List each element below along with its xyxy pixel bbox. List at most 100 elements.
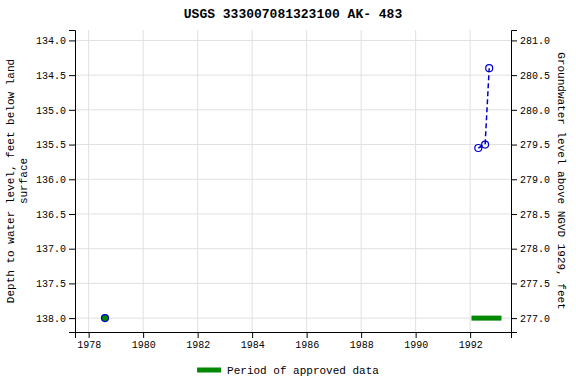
- tick: 280.5: [511, 71, 550, 82]
- tick-mark: [511, 179, 517, 180]
- tick-label: 1988: [350, 340, 374, 351]
- tick-mark: [143, 332, 144, 338]
- tick-label: 138.0: [36, 314, 66, 325]
- chart: 19781980198219841986198819901992134.0134…: [0, 0, 576, 384]
- grid-line: [75, 144, 511, 145]
- series-line: [478, 68, 489, 148]
- tick: 1984: [241, 332, 265, 351]
- tick-label: 277.5: [520, 279, 550, 290]
- tick: 135.5: [36, 140, 75, 151]
- legend: Period of approved data: [197, 365, 379, 377]
- tick-mark: [69, 249, 75, 250]
- axis-line: [69, 31, 76, 333]
- tick-label: 277.0: [520, 314, 550, 325]
- tick: 137.5: [36, 279, 75, 290]
- legend-swatch: [197, 368, 221, 373]
- grid-line: [75, 248, 511, 249]
- tick-mark: [470, 332, 471, 338]
- tick: 136.0: [36, 175, 75, 186]
- grid: [75, 30, 511, 332]
- plot: 19781980198219841986198819901992134.0134…: [36, 30, 550, 351]
- tick-mark: [511, 145, 517, 146]
- tick: 277.0: [511, 314, 550, 325]
- tick: 1982: [186, 332, 210, 351]
- legend-label: Period of approved data: [227, 365, 379, 377]
- axis-line: [76, 333, 512, 339]
- grid-line: [75, 179, 511, 180]
- tick-label: 1980: [132, 340, 156, 351]
- tick-label: 280.0: [520, 106, 550, 117]
- tick: 1992: [459, 332, 483, 351]
- tick-label: 134.5: [36, 71, 66, 82]
- tick: 278.5: [511, 210, 550, 221]
- tick-label: 1986: [295, 340, 319, 351]
- tick: 1986: [295, 332, 319, 351]
- tick-mark: [69, 110, 75, 111]
- point: [101, 315, 108, 322]
- point: [486, 65, 493, 72]
- tick: 138.0: [36, 314, 75, 325]
- tick: 1990: [404, 332, 428, 351]
- tick-mark: [511, 40, 517, 41]
- tick-mark: [198, 332, 199, 338]
- y-axis-title: Depth to water level, feet below landsur…: [5, 59, 30, 303]
- tick-mark: [511, 249, 517, 250]
- tick-label: 136.5: [36, 210, 66, 221]
- tick-label: 281.0: [520, 36, 550, 47]
- grid-line: [75, 318, 511, 319]
- tick: 1980: [132, 332, 156, 351]
- tick-label: 137.5: [36, 279, 66, 290]
- tick-label: 137.0: [36, 244, 66, 255]
- marks: [101, 65, 501, 322]
- tick-mark: [511, 214, 517, 215]
- tick-label: 135.5: [36, 140, 66, 151]
- tick-mark: [69, 318, 75, 319]
- tick: 136.5: [36, 210, 75, 221]
- tick-label: 278.5: [520, 210, 550, 221]
- tick-label: 279.5: [520, 140, 550, 151]
- tick-mark: [511, 75, 517, 76]
- tick-mark: [69, 40, 75, 41]
- tick: 277.5: [511, 279, 550, 290]
- tick-mark: [69, 145, 75, 146]
- y2-axis-title: Groundwater level above NGVD 1929, feet: [555, 52, 567, 309]
- x-axis: 1978 1980 1982 1984 1986 1988 1990 1992: [76, 332, 512, 351]
- tick-mark: [511, 110, 517, 111]
- axis-line: [512, 31, 518, 333]
- grid-line: [75, 40, 511, 41]
- tick-label: 1992: [459, 340, 483, 351]
- tick-label: 136.0: [36, 175, 66, 186]
- title: USGS 333007081323100 AK- 483: [184, 7, 403, 22]
- y2-axis: 277.0 277.5 278.0 278.5 279.0 279.5 280.0 280.5…: [511, 31, 550, 333]
- tick-label: 278.0: [520, 244, 550, 255]
- tick: 137.0: [36, 244, 75, 255]
- tick: 135.0: [36, 106, 75, 117]
- point: [482, 141, 489, 148]
- tick-label: 1984: [241, 340, 265, 351]
- tick-mark: [69, 179, 75, 180]
- tick-label: 280.5: [520, 71, 550, 82]
- tick-mark: [307, 332, 308, 338]
- tick-mark: [361, 332, 362, 338]
- tick-mark: [511, 318, 517, 319]
- tick-mark: [69, 75, 75, 76]
- point: [475, 145, 482, 152]
- tick: 134.0: [36, 36, 75, 47]
- tick: 279.0: [511, 175, 550, 186]
- legend-item: Period of approved data: [197, 365, 379, 377]
- tick-label: 1990: [404, 340, 428, 351]
- y-axis-title-line: surface: [18, 158, 30, 204]
- tick-label: 134.0: [36, 36, 66, 47]
- y-axis: 134.0 134.5 135.0 135.5 136.0 136.5 137.0 137.5…: [36, 31, 76, 333]
- tick-mark: [511, 283, 517, 284]
- tick-label: 1982: [186, 340, 210, 351]
- tick: 278.0: [511, 244, 550, 255]
- tick: 279.5: [511, 140, 550, 151]
- tick-label: 1978: [77, 340, 101, 351]
- tick-mark: [89, 332, 90, 338]
- tick-mark: [252, 332, 253, 338]
- tick: 280.0: [511, 106, 550, 117]
- grid-line: [75, 283, 511, 284]
- tick-mark: [69, 283, 75, 284]
- grid-line: [75, 109, 511, 110]
